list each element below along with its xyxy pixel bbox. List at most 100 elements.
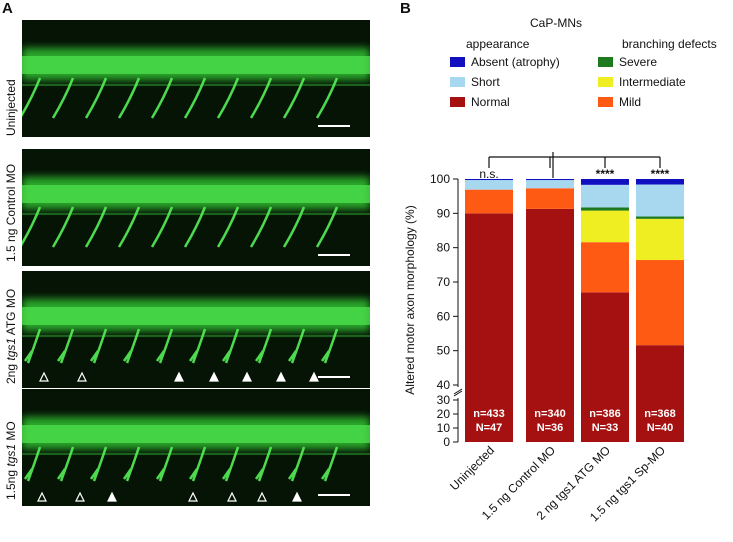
axis-break-mark: [453, 388, 463, 395]
spinal-cord: [22, 425, 370, 443]
bar-segment-mild: [465, 189, 513, 214]
legend-swatch: [598, 57, 613, 67]
motor-axon: [254, 446, 273, 482]
bar-count-label: n=433: [473, 408, 505, 420]
micrograph-control-mo: [22, 149, 370, 266]
legend-swatch: [450, 77, 465, 87]
bar-segment-short: [636, 184, 684, 217]
motor-axon: [22, 77, 42, 118]
motor-axon: [89, 328, 108, 364]
motor-axon: [89, 446, 108, 482]
motor-axon: [216, 206, 240, 248]
bar-segment-intermediate: [636, 218, 684, 261]
panel-b-letter: B: [400, 0, 411, 17]
y-tick-label: 20: [437, 407, 451, 421]
motor-axon: [117, 77, 141, 119]
motor-axon: [320, 328, 339, 364]
bars-group: [465, 179, 684, 442]
filled-arrowhead-icon: [292, 491, 302, 502]
y-tick-label: 30: [437, 393, 451, 407]
bar-segment-mild: [581, 242, 629, 293]
motor-axon: [150, 77, 174, 119]
notochord-edge: [22, 335, 370, 337]
y-tick-label: 40: [437, 378, 451, 392]
legend-group-branching: branching defects: [622, 37, 717, 51]
row-label-sp-mo: 1.5ng tgs1 MO: [4, 421, 18, 500]
motor-axon: [117, 206, 141, 248]
motor-axon: [188, 328, 207, 364]
legend-item-absent: Absent (atrophy): [450, 55, 560, 69]
motor-axon: [155, 328, 174, 364]
legend-swatch: [598, 97, 613, 107]
motor-axon: [188, 446, 207, 482]
motor-axon: [23, 328, 42, 364]
motor-axon: [287, 328, 306, 364]
legend-item-severe: Severe: [598, 55, 657, 69]
motor-axon: [287, 446, 306, 482]
motor-axon: [23, 446, 42, 482]
motor-axon: [315, 206, 339, 248]
micrograph-sp-mo: [22, 389, 370, 506]
motor-axon: [150, 206, 174, 248]
motor-axon: [249, 77, 273, 119]
open-arrowhead-icon: [37, 491, 47, 502]
motor-axon: [155, 446, 174, 482]
bar-segment-absent-atrophy: [526, 179, 574, 181]
significance-label: ****: [651, 167, 670, 181]
open-arrowhead-icon: [39, 371, 49, 382]
motor-axon: [183, 77, 207, 119]
bar-count-label: n=386: [589, 408, 621, 420]
spinal-cord: [22, 56, 370, 74]
bar-segment-normal: [526, 208, 574, 442]
bar-segment-mild: [526, 188, 574, 209]
open-arrowhead-icon: [77, 371, 87, 382]
filled-arrowhead-icon: [209, 371, 219, 382]
motor-axon: [254, 328, 273, 364]
motor-axon: [51, 77, 75, 119]
spinal-cord: [22, 185, 370, 203]
y-tick-label: 50: [437, 344, 451, 358]
significance-label: ****: [596, 167, 615, 181]
motor-axon: [56, 328, 75, 364]
bar-segment-short: [526, 180, 574, 189]
legend-title: CaP-MNs: [530, 16, 583, 30]
open-arrowhead-icon: [227, 491, 237, 502]
row-label-uninjected: Uninjected: [4, 79, 18, 136]
filled-arrowhead-icon: [107, 491, 117, 502]
micrograph-uninjected: [22, 20, 370, 137]
motor-axon: [183, 206, 207, 248]
filled-arrowhead-icon: [174, 371, 184, 382]
bar-count-label: N=36: [537, 422, 564, 434]
y-tick-label: 80: [437, 241, 451, 255]
bar-segment-severe: [581, 207, 629, 211]
significance-label: n.s.: [479, 167, 498, 181]
x-category-label: Uninjected: [447, 443, 497, 493]
axis-break-mark: [453, 390, 463, 397]
bar-segment-normal: [465, 213, 513, 442]
bar-segment-severe: [636, 216, 684, 219]
motor-axon: [22, 206, 42, 247]
motor-axon: [84, 206, 108, 248]
y-tick-label: 70: [437, 275, 451, 289]
filled-arrowhead-icon: [276, 371, 286, 382]
legend-item-normal: Normal: [450, 95, 510, 109]
notochord-edge: [22, 453, 370, 455]
motor-axon: [56, 446, 75, 482]
open-arrowhead-icon: [257, 491, 267, 502]
y-tick-label: 100: [430, 172, 450, 186]
filled-arrowhead-icon: [309, 371, 319, 382]
motor-axon: [221, 328, 240, 364]
y-tick-label: 90: [437, 206, 451, 220]
motor-axon: [315, 77, 339, 119]
motor-axon: [282, 77, 306, 119]
motor-axon: [84, 77, 108, 119]
motor-axon: [221, 446, 240, 482]
y-tick-label: 60: [437, 309, 451, 323]
y-axis-title: Altered motor axon morphology (%): [403, 205, 417, 394]
notochord-edge: [22, 84, 370, 86]
bar-segment-absent-atrophy: [636, 179, 684, 185]
motor-axon: [320, 446, 339, 482]
bar-count-label: N=47: [476, 422, 503, 434]
bar-segment-intermediate: [581, 210, 629, 243]
spinal-cord: [22, 307, 370, 325]
